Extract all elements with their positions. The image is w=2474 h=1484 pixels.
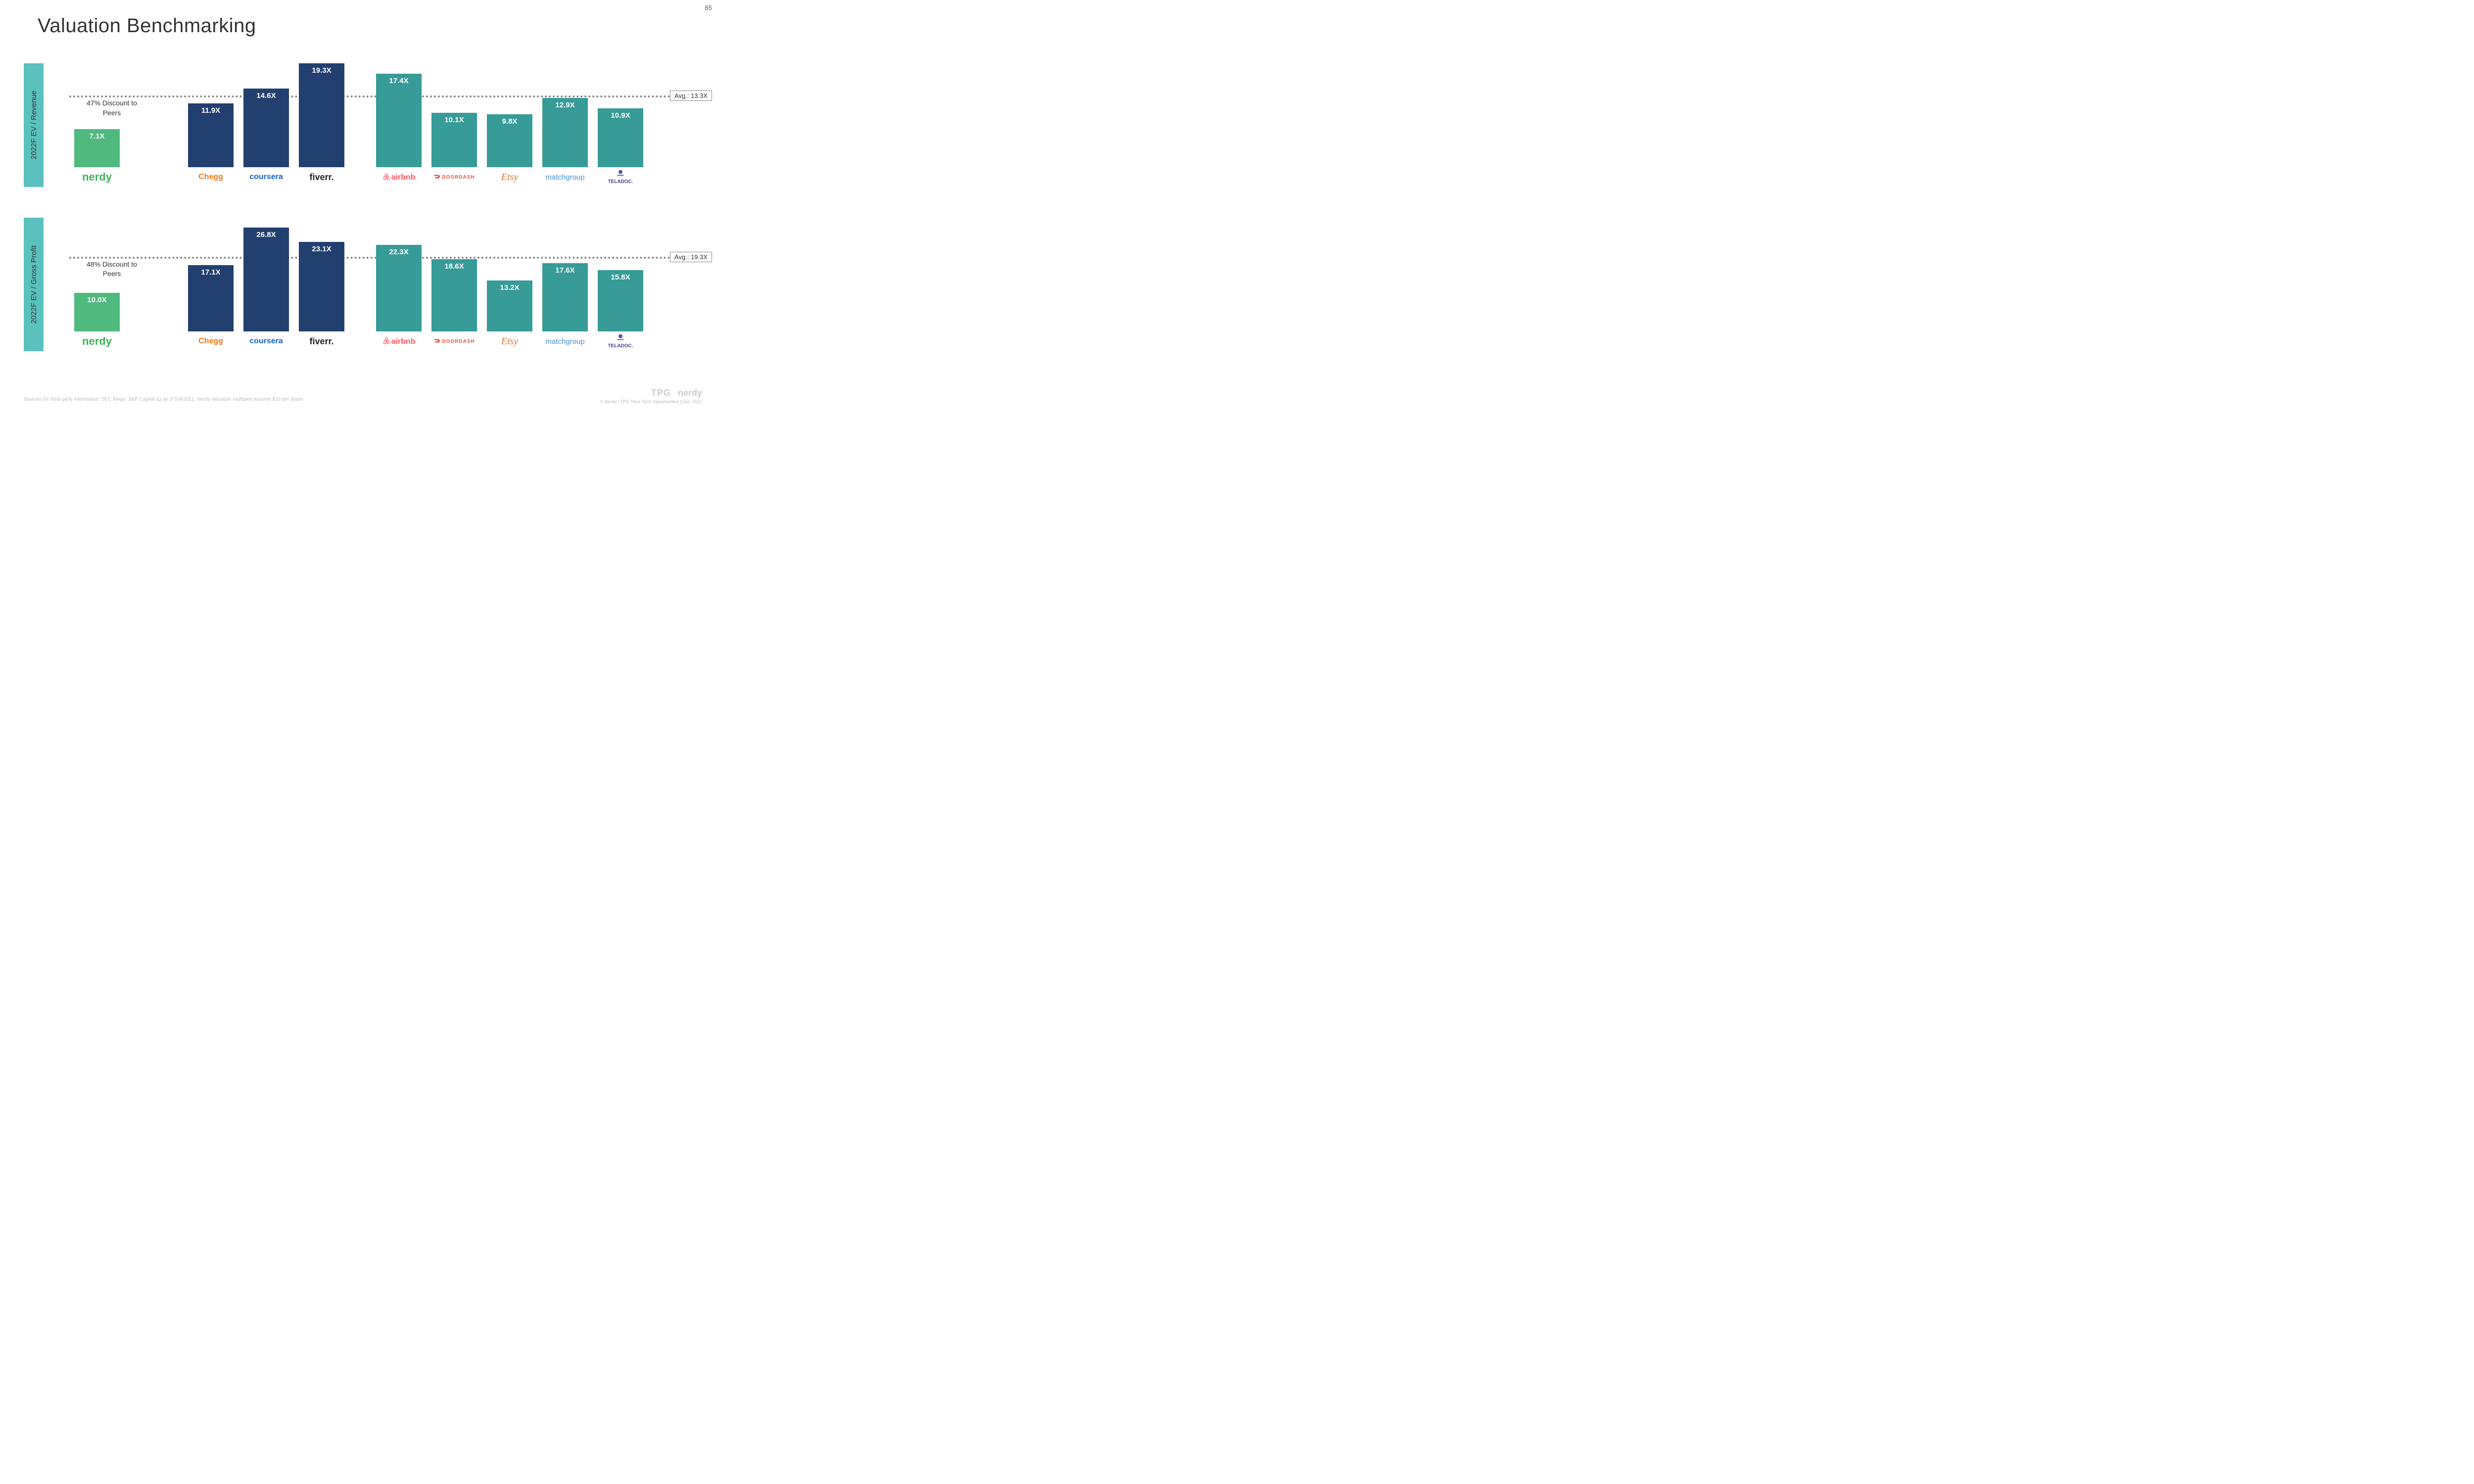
bar: 17.1X xyxy=(188,265,234,331)
doordash-label: DOORDASH xyxy=(427,331,482,351)
bar: 22.3X xyxy=(376,245,422,331)
chart-area: Avg.: 13.3X 47% Discount toPeers 7.1Xnerdy… xyxy=(49,63,716,187)
page-number: 65 xyxy=(705,4,712,11)
fiverr-label: fiverr. xyxy=(294,167,349,187)
avg-label: Avg.: 13.3X xyxy=(670,91,712,101)
nerdy-label: nerdy xyxy=(69,167,125,187)
bar: 13.2X xyxy=(487,280,532,331)
footer-right: TPG nerdy © Nerdy / TPG Pace Tech Opport… xyxy=(600,388,702,404)
discount-label: 47% Discount toPeers xyxy=(72,98,151,118)
page-title: Valuation Benchmarking xyxy=(38,15,256,37)
bar: 10.1X xyxy=(431,113,477,167)
bar: 7.1X xyxy=(74,129,120,167)
doordash-label: DOORDASH xyxy=(427,167,482,187)
bar: 14.6X xyxy=(243,89,289,167)
footer-copyright: © Nerdy / TPG Pace Tech Opportunities Co… xyxy=(600,399,702,404)
section-tab: 2022F EV / Gross Profit xyxy=(24,218,44,351)
nerdy-label: nerdy xyxy=(69,331,125,351)
nerdy-logo: nerdy xyxy=(678,388,702,398)
avg-label: Avg.: 19.3X xyxy=(670,252,712,262)
chegg-label: Chegg xyxy=(183,331,238,351)
fiverr-label: fiverr. xyxy=(294,331,349,351)
etsy-label: Etsy xyxy=(482,331,537,351)
bar: 12.9X xyxy=(542,98,588,167)
airbnb-label: airbnb xyxy=(371,331,427,351)
bar: 11.9X xyxy=(188,103,234,167)
section-tab-label: 2022F EV / Revenue xyxy=(30,91,38,159)
bar: 18.6X xyxy=(431,259,477,331)
airbnb-label: airbnb xyxy=(371,167,427,187)
bar: 17.6X xyxy=(542,263,588,331)
bar: 26.8X xyxy=(243,228,289,331)
bar: 9.8X xyxy=(487,114,532,167)
chegg-label: Chegg xyxy=(183,167,238,187)
matchgroup-label: matchgroup xyxy=(537,331,593,351)
section-tab-label: 2022F EV / Gross Profit xyxy=(30,245,38,324)
footer-source: Sources for third-party information: SEC… xyxy=(24,397,304,402)
bar: 10.9X xyxy=(598,108,643,167)
teladoc-label: TELADOC. xyxy=(593,167,648,187)
coursera-label: coursera xyxy=(238,331,294,351)
etsy-label: Etsy xyxy=(482,167,537,187)
teladoc-label: TELADOC. xyxy=(593,331,648,351)
matchgroup-label: matchgroup xyxy=(537,167,593,187)
bar: 10.0X xyxy=(74,293,120,331)
bar: 19.3X xyxy=(299,63,344,167)
coursera-label: coursera xyxy=(238,167,294,187)
chart-area: Avg.: 19.3X 48% Discount toPeers 10.0Xnerd… xyxy=(49,218,716,351)
section-tab: 2022F EV / Revenue xyxy=(24,63,44,187)
bar: 15.8X xyxy=(598,270,643,331)
bar: 23.1X xyxy=(299,242,344,331)
discount-label: 48% Discount toPeers xyxy=(72,260,151,279)
bar: 17.4X xyxy=(376,74,422,167)
tpg-logo: TPG xyxy=(651,388,671,398)
